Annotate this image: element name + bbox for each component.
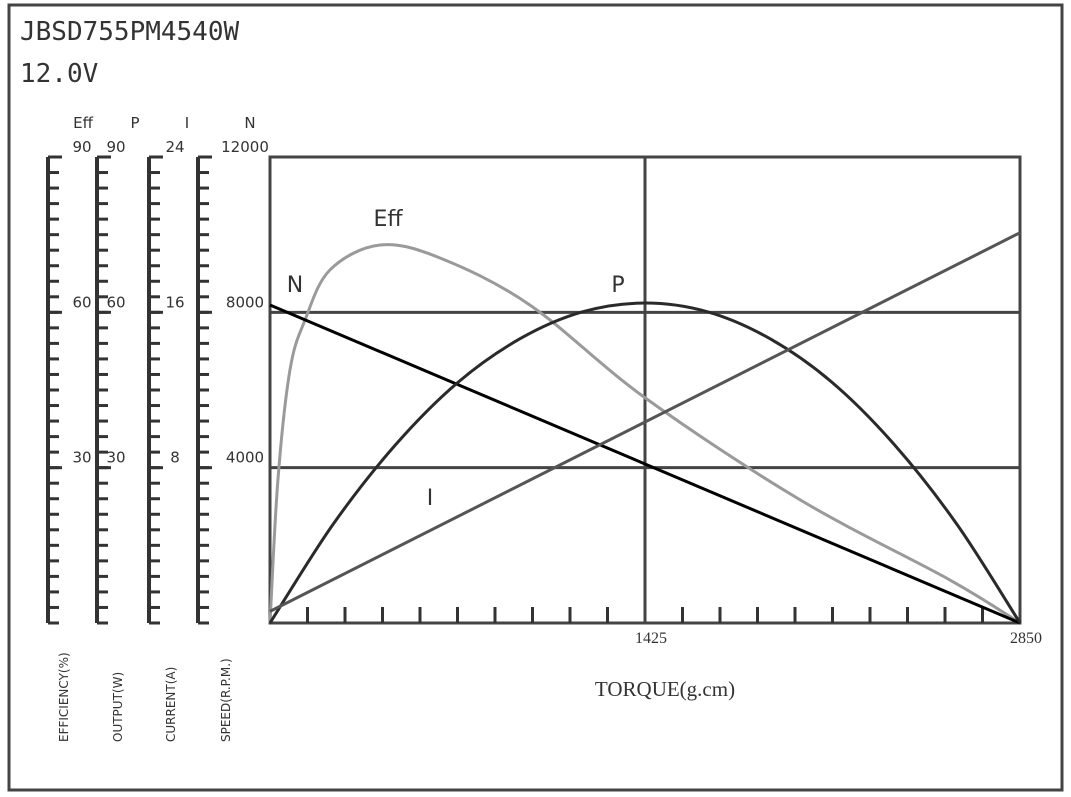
series-label: Eff	[373, 207, 403, 232]
x-axis-title: TORQUE(g.cm)	[595, 677, 735, 701]
y-tick-label: 90	[72, 138, 91, 156]
x-tick-label: 2850	[1010, 630, 1042, 647]
axis-label: CURRENT(A)	[164, 667, 178, 742]
series-label: I	[427, 486, 434, 511]
axis-name: N	[244, 114, 255, 132]
series-line	[269, 303, 1021, 625]
y-tick-label: 60	[72, 293, 91, 311]
axis-label: OUTPUT(W)	[111, 672, 125, 742]
series-line	[268, 301, 1022, 624]
y-tick-label: 4000	[226, 449, 264, 467]
axis-name: P	[130, 114, 139, 132]
y-tick-label: 8	[170, 449, 180, 467]
y-tick-label: 16	[165, 293, 184, 311]
axis-label: EFFICIENCY(%)	[57, 652, 71, 742]
x-tick-label: 1425	[635, 630, 667, 647]
series-label: P	[611, 273, 624, 298]
y-tick-label: 12000	[221, 138, 269, 156]
series-line	[269, 231, 1021, 613]
y-tick-label: 90	[106, 138, 125, 156]
axis-name: Eff	[73, 114, 93, 132]
chart-title: JBSD755PM4540W	[20, 17, 239, 47]
axis-name: I	[185, 114, 189, 132]
y-tick-label: 30	[106, 449, 125, 467]
series-line	[268, 243, 1021, 625]
series-label: N	[287, 273, 303, 298]
y-tick-label: 60	[106, 293, 125, 311]
y-tick-label: 24	[165, 138, 184, 156]
frame	[7, 3, 1064, 792]
axis-label: SPEED(R.P.M.)	[219, 658, 233, 742]
chart-subtitle: 12.0V	[20, 59, 98, 89]
y-tick-label: 30	[72, 449, 91, 467]
y-tick-label: 8000	[226, 293, 264, 311]
